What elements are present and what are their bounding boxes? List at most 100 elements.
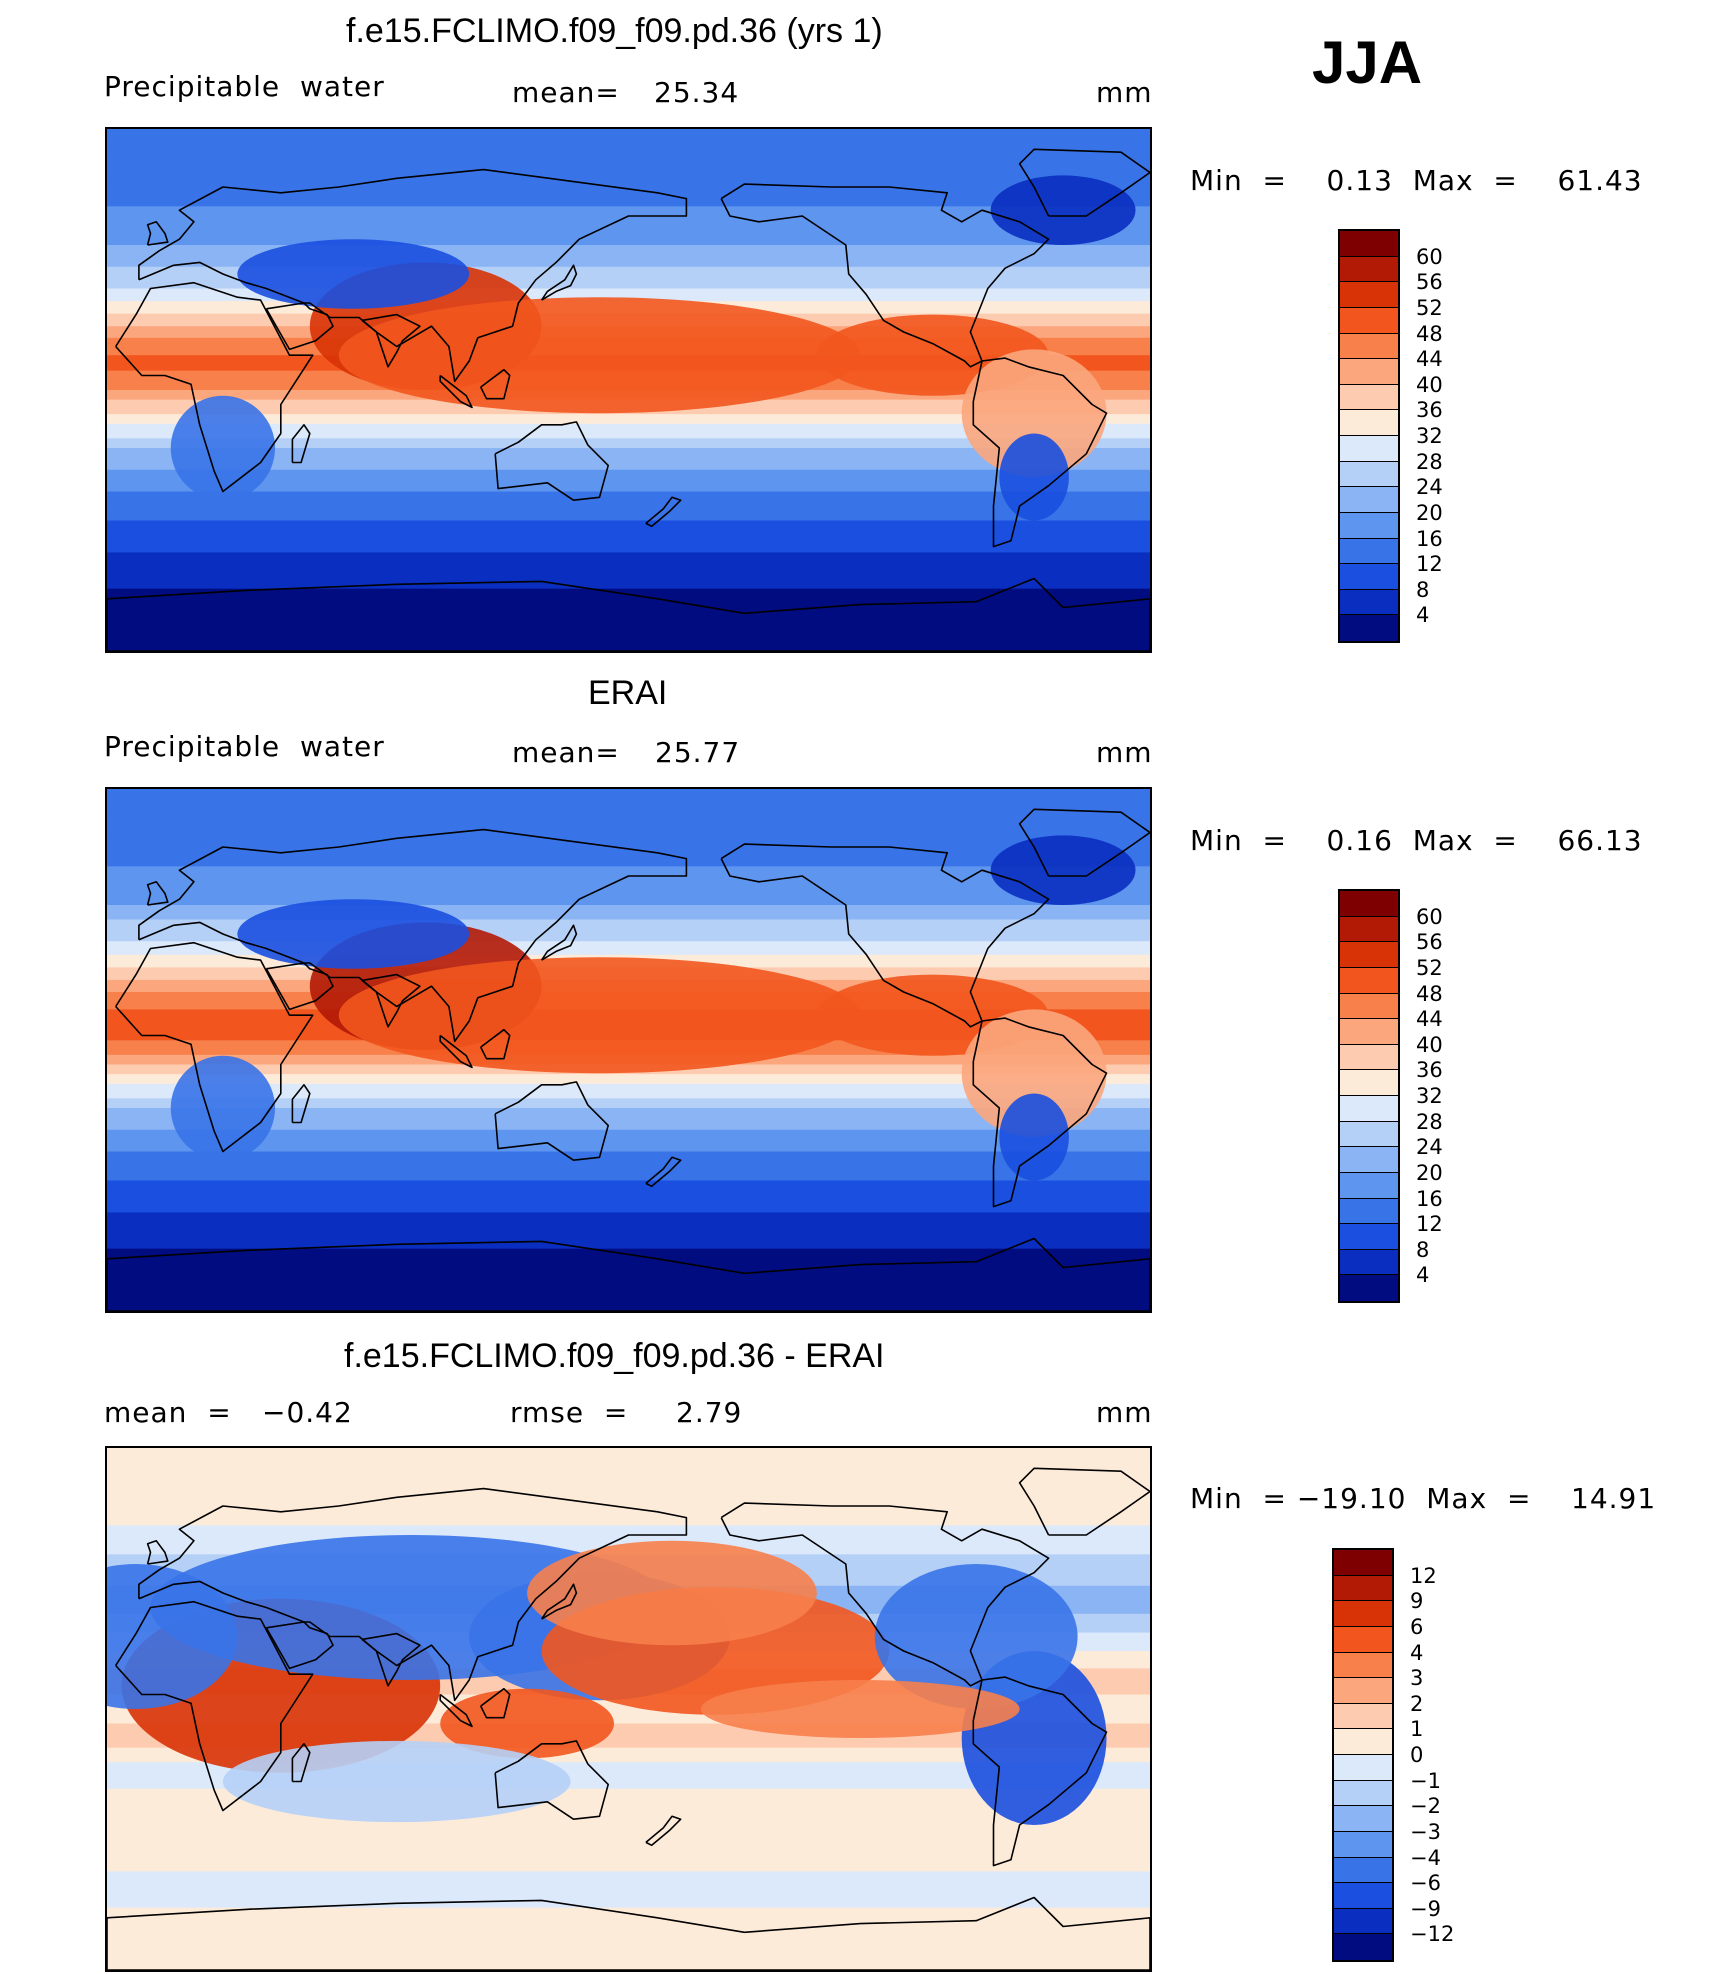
heatmap-band — [107, 484, 1150, 493]
heatmap-band — [107, 252, 1150, 261]
heatmap-band — [107, 1457, 1150, 1468]
colorbar-tick-label: −9 — [1410, 1896, 1441, 1921]
colorbar-tick-label: −2 — [1410, 1794, 1441, 1819]
coastline-madagascar — [291, 1083, 311, 1124]
colorbar-segment — [1334, 1678, 1392, 1704]
colorbar-tick-label: 32 — [1416, 424, 1443, 448]
coastline-greenland — [1018, 1467, 1150, 1536]
colorbar-segment — [1340, 359, 1398, 385]
heatmap-band — [107, 245, 1150, 253]
heatmap-band — [107, 433, 1150, 439]
heatmap-band — [107, 1254, 1150, 1262]
colorbar-segment — [1340, 307, 1398, 334]
heatmap-band — [107, 614, 1150, 623]
heatmap-band — [107, 1718, 1150, 1725]
colorbar-segment — [1334, 1883, 1392, 1909]
heatmap-band — [107, 1846, 1150, 1855]
panel2-mean-label: mean= — [512, 736, 620, 769]
colorbar-segment — [1340, 1121, 1398, 1148]
colorbar-tick-label: 9 — [1410, 1589, 1424, 1614]
colorbar-segment — [1340, 589, 1398, 616]
heatmap-band — [107, 1282, 1150, 1290]
heatmap-band — [107, 1137, 1150, 1145]
heatmap-band — [107, 177, 1150, 188]
heatmap-band — [107, 1757, 1150, 1763]
heatmap-band — [107, 1486, 1150, 1497]
heatmap-feature — [961, 1009, 1107, 1137]
heatmap-band — [107, 138, 1150, 149]
colorbar-tick-label: 52 — [1416, 955, 1443, 980]
panel1-title: f.e15.FCLIMO.f09_f09.pd.36 (yrs 1) — [346, 12, 883, 50]
colorbar-segment — [1334, 1601, 1392, 1627]
heatmap-band — [107, 1166, 1150, 1174]
heatmap-band — [107, 818, 1150, 829]
heatmap-band — [107, 1083, 1150, 1090]
heatmap-band — [107, 1108, 1150, 1116]
coastline-borneo — [479, 1028, 511, 1060]
heatmap-band — [107, 1098, 1150, 1104]
heatmap-band — [107, 798, 1150, 809]
heatmap-band — [107, 1296, 1150, 1305]
heatmap-band — [107, 235, 1150, 246]
heatmap-band — [107, 1088, 1150, 1095]
panel2-colorbar — [1338, 889, 1400, 1303]
colorbar-tick-label: 20 — [1416, 500, 1443, 525]
heatmap-band — [107, 1926, 1150, 1935]
coastline-antarctica — [107, 1237, 1150, 1311]
heatmap-band — [107, 1907, 1150, 1915]
colorbar-segment — [1334, 1934, 1392, 1960]
heatmap-band — [107, 448, 1150, 456]
heatmap-band — [107, 419, 1150, 425]
heatmap-band — [107, 1248, 1150, 1256]
heatmap-band — [107, 216, 1150, 227]
heatmap-band — [107, 506, 1150, 514]
coastline-south-america — [972, 1676, 1108, 1867]
heatmap-band — [107, 1079, 1150, 1085]
heatmap-band — [107, 1933, 1150, 1942]
heatmap-feature — [338, 297, 861, 414]
colorbar-tick-label: 4 — [1416, 1263, 1430, 1288]
heatmap-band — [107, 1074, 1150, 1080]
heatmap-band — [107, 438, 1150, 444]
heatmap-band — [107, 1151, 1150, 1160]
heatmap-band — [107, 808, 1150, 819]
colorbar-segment — [1340, 1249, 1398, 1276]
heatmap-band — [107, 1752, 1150, 1758]
colorbar-segment — [1340, 615, 1398, 641]
colorbar-segment — [1340, 993, 1398, 1020]
panel1-map — [105, 127, 1152, 653]
heatmap-band — [107, 167, 1150, 178]
colorbar-segment — [1340, 512, 1398, 539]
colorbar-segment — [1340, 461, 1398, 488]
colorbar-segment — [1340, 1198, 1398, 1225]
heatmap-band — [107, 1865, 1150, 1872]
panel3-mean-value: −0.42 — [262, 1396, 353, 1429]
coastline-new-zealand — [645, 1156, 682, 1188]
heatmap-band — [107, 1158, 1150, 1167]
heatmap-band — [107, 187, 1150, 198]
heatmap-band — [107, 636, 1150, 645]
heatmap-band — [107, 1781, 1150, 1790]
colorbar-tick-label: 0 — [1410, 1743, 1424, 1767]
heatmap-band — [107, 948, 1150, 956]
heatmap-band — [107, 607, 1150, 616]
coastline-madagascar — [291, 423, 311, 464]
heatmap-band — [107, 789, 1150, 800]
heatmap-band — [107, 158, 1150, 169]
panel3-rmse-value: 2.79 — [676, 1396, 743, 1429]
colorbar-tick-label: 2 — [1410, 1691, 1424, 1716]
heatmap-band — [107, 1948, 1150, 1957]
colorbar-tick-label: −12 — [1410, 1922, 1455, 1947]
heatmap-band — [107, 1195, 1150, 1202]
colorbar-segment — [1340, 967, 1398, 994]
heatmap-band — [107, 196, 1150, 207]
heatmap-band — [107, 1962, 1150, 1970]
heatmap-band — [107, 588, 1150, 596]
heatmap-band — [107, 1883, 1150, 1890]
coastline-africa — [115, 1600, 314, 1812]
colorbar-segment — [1340, 538, 1398, 565]
heatmap-band — [107, 1525, 1150, 1536]
heatmap-band — [107, 1506, 1150, 1517]
colorbar-tick-label: 28 — [1416, 1109, 1443, 1134]
heatmap-band — [107, 1817, 1150, 1826]
